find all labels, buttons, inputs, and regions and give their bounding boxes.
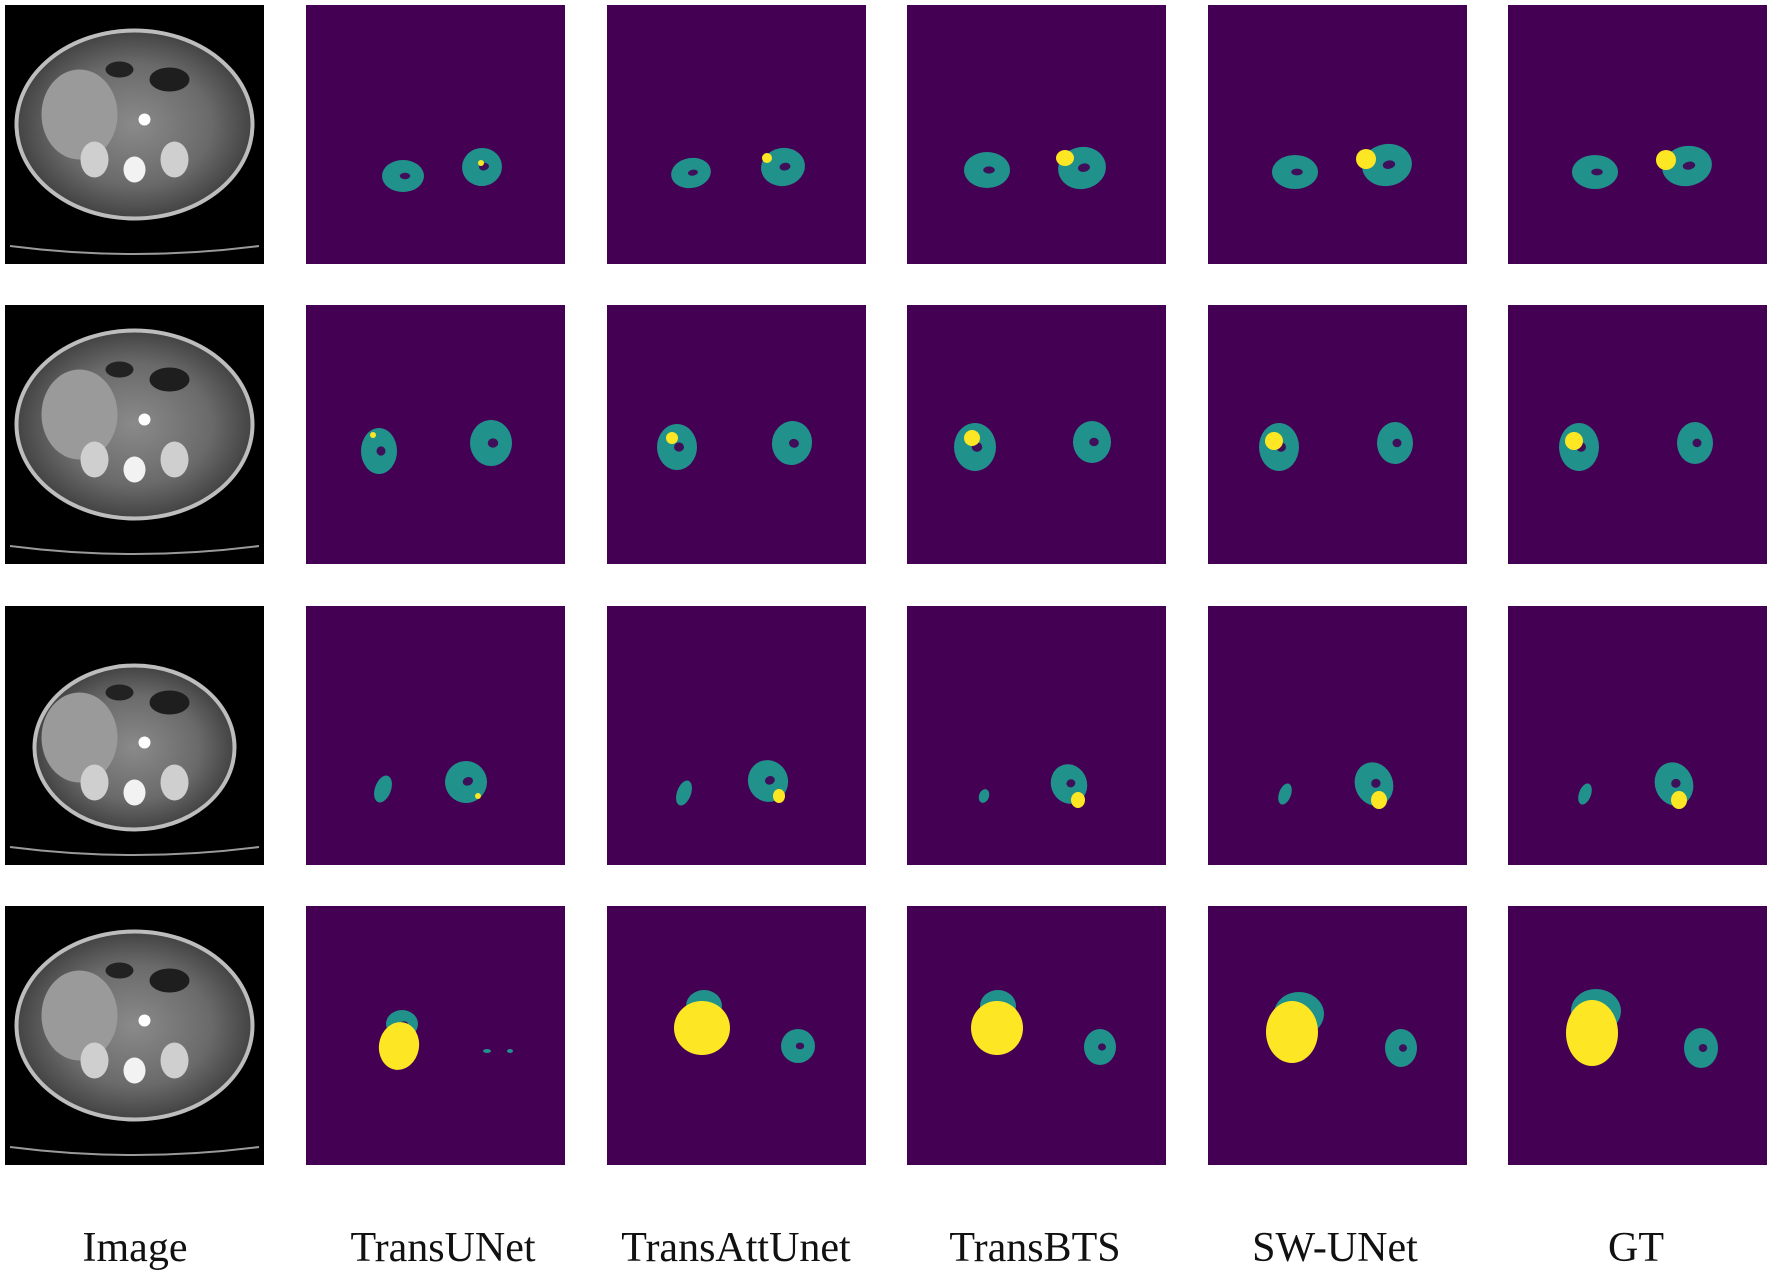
mask-panel: [306, 5, 565, 264]
kidney-region: [507, 1049, 513, 1053]
column-label-gt: GT: [1608, 1225, 1664, 1271]
tumor-region: [762, 153, 772, 163]
mask-panel: [306, 606, 565, 865]
tumor-region: [666, 432, 678, 444]
mask-panel: [607, 906, 866, 1165]
tumor-region: [370, 432, 376, 438]
mask-panel: [1508, 906, 1767, 1165]
tumor-region: [1671, 791, 1687, 809]
kidney-region: [483, 1049, 491, 1053]
tumor-region: [378, 1022, 420, 1070]
tumor-region: [1565, 432, 1583, 450]
mask-panel: [607, 606, 866, 865]
kidney-region: [676, 780, 692, 806]
tumor-region: [1371, 791, 1387, 809]
mask-panel: [607, 5, 866, 264]
column-label-transunet: TransUNet: [350, 1225, 536, 1271]
kidney-region: [1578, 783, 1592, 805]
kidney-region: [374, 775, 392, 803]
tumor-region: [1056, 150, 1074, 166]
mask-panel: [1208, 305, 1467, 564]
mask-panel: [306, 906, 565, 1165]
panel-grid: [5, 5, 1767, 1165]
tumor-region: [964, 430, 980, 446]
column-label-transattunet: TransAttUnet: [621, 1225, 851, 1271]
ct-scan-3: [5, 606, 264, 865]
tumor-region: [1071, 792, 1085, 808]
mask-panel: [907, 906, 1166, 1165]
kidney-region: [978, 789, 990, 803]
mask-panel: [1508, 606, 1767, 865]
mask-panel: [907, 305, 1166, 564]
mask-panel: [907, 5, 1166, 264]
ct-scan-4: [5, 906, 264, 1165]
tumor-region: [674, 1001, 730, 1055]
tumor-region: [1265, 432, 1283, 450]
mask-panel: [1208, 606, 1467, 865]
column-label-sw-unet: SW-UNet: [1252, 1225, 1418, 1271]
mask-panel: [1508, 5, 1767, 264]
tumor-region: [971, 1001, 1023, 1055]
tumor-region: [475, 793, 481, 799]
ct-scan-2: [5, 305, 264, 564]
mask-panel: [1508, 305, 1767, 564]
tumor-region: [478, 160, 484, 166]
column-label-transbts: TransBTS: [949, 1225, 1121, 1271]
mask-panel: [306, 305, 565, 564]
mask-panel: [1208, 5, 1467, 264]
mask-panel: [907, 606, 1166, 865]
ct-scan-1: [5, 5, 264, 264]
tumor-region: [1566, 1000, 1618, 1066]
mask-panel: [1208, 906, 1467, 1165]
tumor-region: [1266, 1001, 1318, 1063]
mask-panel: [607, 305, 866, 564]
tumor-region: [1356, 149, 1376, 169]
tumor-region: [773, 789, 785, 803]
tumor-region: [1656, 150, 1676, 170]
kidney-region: [1278, 783, 1292, 805]
column-label-image: Image: [82, 1225, 188, 1271]
